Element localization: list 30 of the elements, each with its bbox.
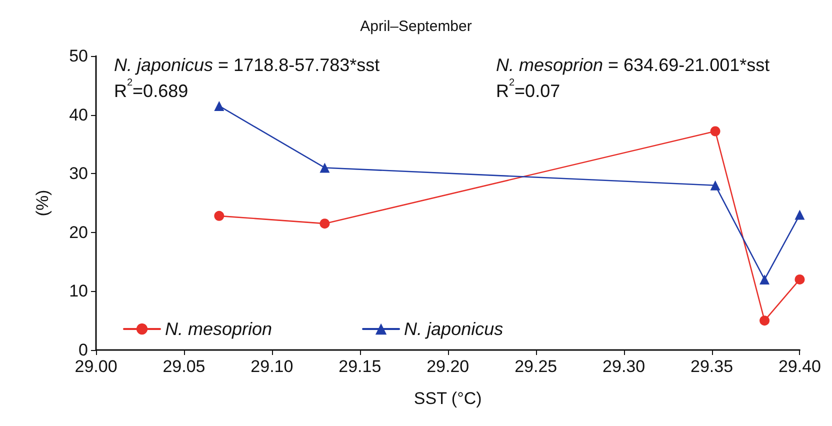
- point: [214, 100, 224, 111]
- y-tick-label: 10: [69, 282, 88, 301]
- y-tick-label: 20: [69, 222, 88, 242]
- point: [794, 210, 805, 220]
- legend-label: N. japonicus: [404, 319, 504, 339]
- y-tick-label: 30: [69, 164, 88, 184]
- y-axis-title: (%): [33, 190, 52, 216]
- point: [760, 316, 770, 326]
- x-tick-label: 29.15: [338, 357, 382, 376]
- x-tick-label: 29.00: [74, 357, 118, 376]
- point: [710, 180, 720, 190]
- x-tick-label: 29.20: [426, 357, 470, 376]
- legend-label: N. mesoprion: [165, 319, 272, 339]
- x-tick-label: 29.25: [514, 357, 558, 376]
- point: [214, 210, 224, 221]
- x-axis-title: SST (°C): [414, 389, 482, 408]
- x-tick-label: 29.30: [602, 357, 646, 376]
- x-tick-label: 29.05: [162, 357, 206, 376]
- x-tick-label: 29.10: [250, 357, 294, 376]
- point: [794, 274, 805, 284]
- x-tick-label: 29.35: [690, 357, 734, 376]
- y-tick-label: 40: [69, 105, 88, 124]
- point: [320, 218, 330, 229]
- chart-title: April–September: [360, 18, 472, 35]
- point: [320, 162, 330, 173]
- y-tick-label: 0: [78, 340, 88, 360]
- point: [760, 274, 770, 284]
- point: [710, 126, 720, 136]
- y-tick-label: 50: [69, 46, 88, 66]
- x-tick-label: 29.40: [778, 357, 822, 376]
